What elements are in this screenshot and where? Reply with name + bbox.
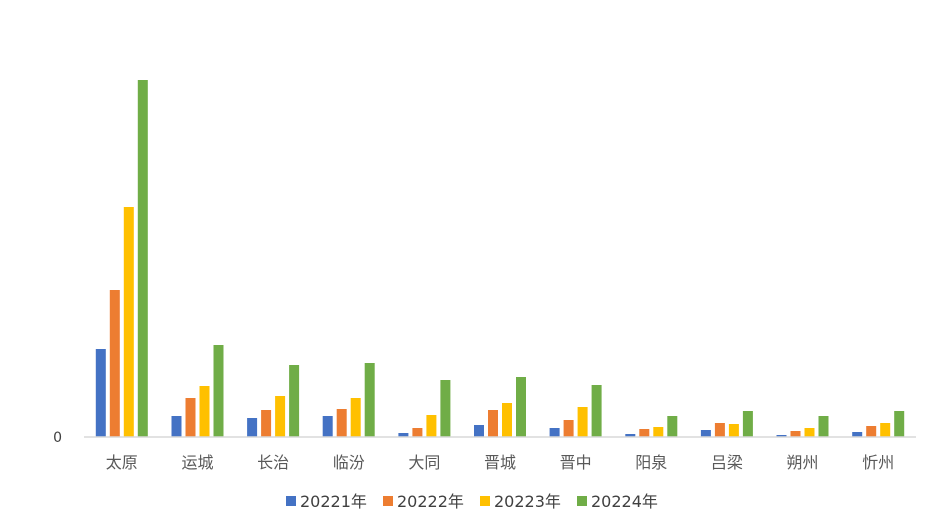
- bar-大同-20222年: [412, 428, 423, 437]
- bar-吕梁-20224年: [742, 411, 753, 437]
- bar-忻州-20223年: [880, 423, 891, 437]
- bar-晋中-20221年: [549, 428, 560, 437]
- bar-忻州-20224年: [894, 411, 905, 437]
- legend-label-20224年: 20224年: [591, 492, 658, 511]
- bar-阳泉-20223年: [653, 427, 664, 437]
- x-tick-label-晋中: 晋中: [560, 453, 592, 472]
- bar-晋中-20222年: [563, 420, 574, 437]
- legend-swatch-20224年: [577, 496, 587, 506]
- legend: 20221年 20222年 20223年 20224年: [286, 492, 658, 511]
- x-tick-label-大同: 大同: [408, 453, 440, 472]
- bar-忻州-20222年: [866, 426, 877, 437]
- bar-吕梁-20223年: [728, 424, 739, 437]
- x-tick-label-朔州: 朔州: [786, 453, 818, 472]
- bar-太原-20223年: [123, 207, 134, 437]
- bar-朔州-20223年: [804, 428, 815, 437]
- bar-临汾-20223年: [350, 398, 361, 437]
- bar-晋中-20223年: [577, 407, 588, 437]
- x-tick-label-吕梁: 吕梁: [711, 453, 743, 472]
- bar-晋中-20224年: [591, 385, 602, 437]
- bar-朔州-20221年: [776, 435, 787, 437]
- bar-晋城-20222年: [488, 410, 498, 437]
- bar-吕梁-20221年: [700, 430, 711, 437]
- x-axis-labels: 太原 运城 长治 临汾 大同 晋城 晋中 阳泉 吕梁 朔州 忻州: [106, 453, 894, 472]
- bar-朔州-20224年: [818, 416, 829, 437]
- bar-太原-20222年: [109, 290, 120, 437]
- bar-临汾-20224年: [364, 363, 375, 437]
- bar-运城-20222年: [185, 398, 196, 437]
- legend-label-20223年: 20223年: [494, 492, 561, 511]
- bar-大同-20221年: [398, 433, 409, 437]
- bar-运城-20223年: [199, 386, 210, 437]
- bar-长治-20222年: [261, 410, 272, 437]
- x-tick-label-运城: 运城: [181, 453, 213, 472]
- bar-大同-20224年: [440, 380, 451, 437]
- legend-swatch-20221年: [286, 496, 296, 506]
- bar-晋城-20223年: [502, 403, 512, 437]
- bar-运城-20221年: [171, 416, 182, 437]
- legend-label-20222年: 20222年: [397, 492, 464, 511]
- bar-阳泉-20224年: [667, 416, 678, 437]
- x-tick-label-长治: 长治: [257, 453, 289, 472]
- x-tick-label-忻州: 忻州: [862, 453, 894, 472]
- legend-swatch-20222年: [383, 496, 393, 506]
- bar-晋城-20224年: [516, 377, 526, 437]
- bar-阳泉-20221年: [625, 434, 636, 437]
- bar-太原-20221年: [95, 349, 106, 437]
- bar-忻州-20221年: [852, 432, 863, 437]
- bar-朔州-20222年: [790, 431, 801, 437]
- bar-运城-20224年: [213, 345, 224, 437]
- bar-长治-20221年: [247, 418, 258, 437]
- bar-大同-20223年: [426, 415, 437, 437]
- bar-长治-20223年: [275, 396, 286, 437]
- bars-layer: [95, 80, 905, 437]
- bar-晋城-20221年: [474, 425, 484, 437]
- bar-吕梁-20222年: [714, 423, 725, 437]
- bar-长治-20224年: [289, 365, 300, 437]
- x-tick-label-阳泉: 阳泉: [635, 453, 667, 472]
- x-tick-label-太原: 太原: [106, 453, 138, 472]
- bar-临汾-20222年: [336, 409, 347, 437]
- x-tick-label-临汾: 临汾: [333, 453, 365, 472]
- legend-label-20221年: 20221年: [300, 492, 367, 511]
- x-tick-label-晋城: 晋城: [484, 453, 516, 472]
- bar-阳泉-20222年: [639, 429, 650, 437]
- y-tick-label-0: 0: [53, 430, 62, 446]
- legend-swatch-20223年: [480, 496, 490, 506]
- bar-太原-20224年: [137, 80, 148, 437]
- bar-临汾-20221年: [322, 416, 333, 437]
